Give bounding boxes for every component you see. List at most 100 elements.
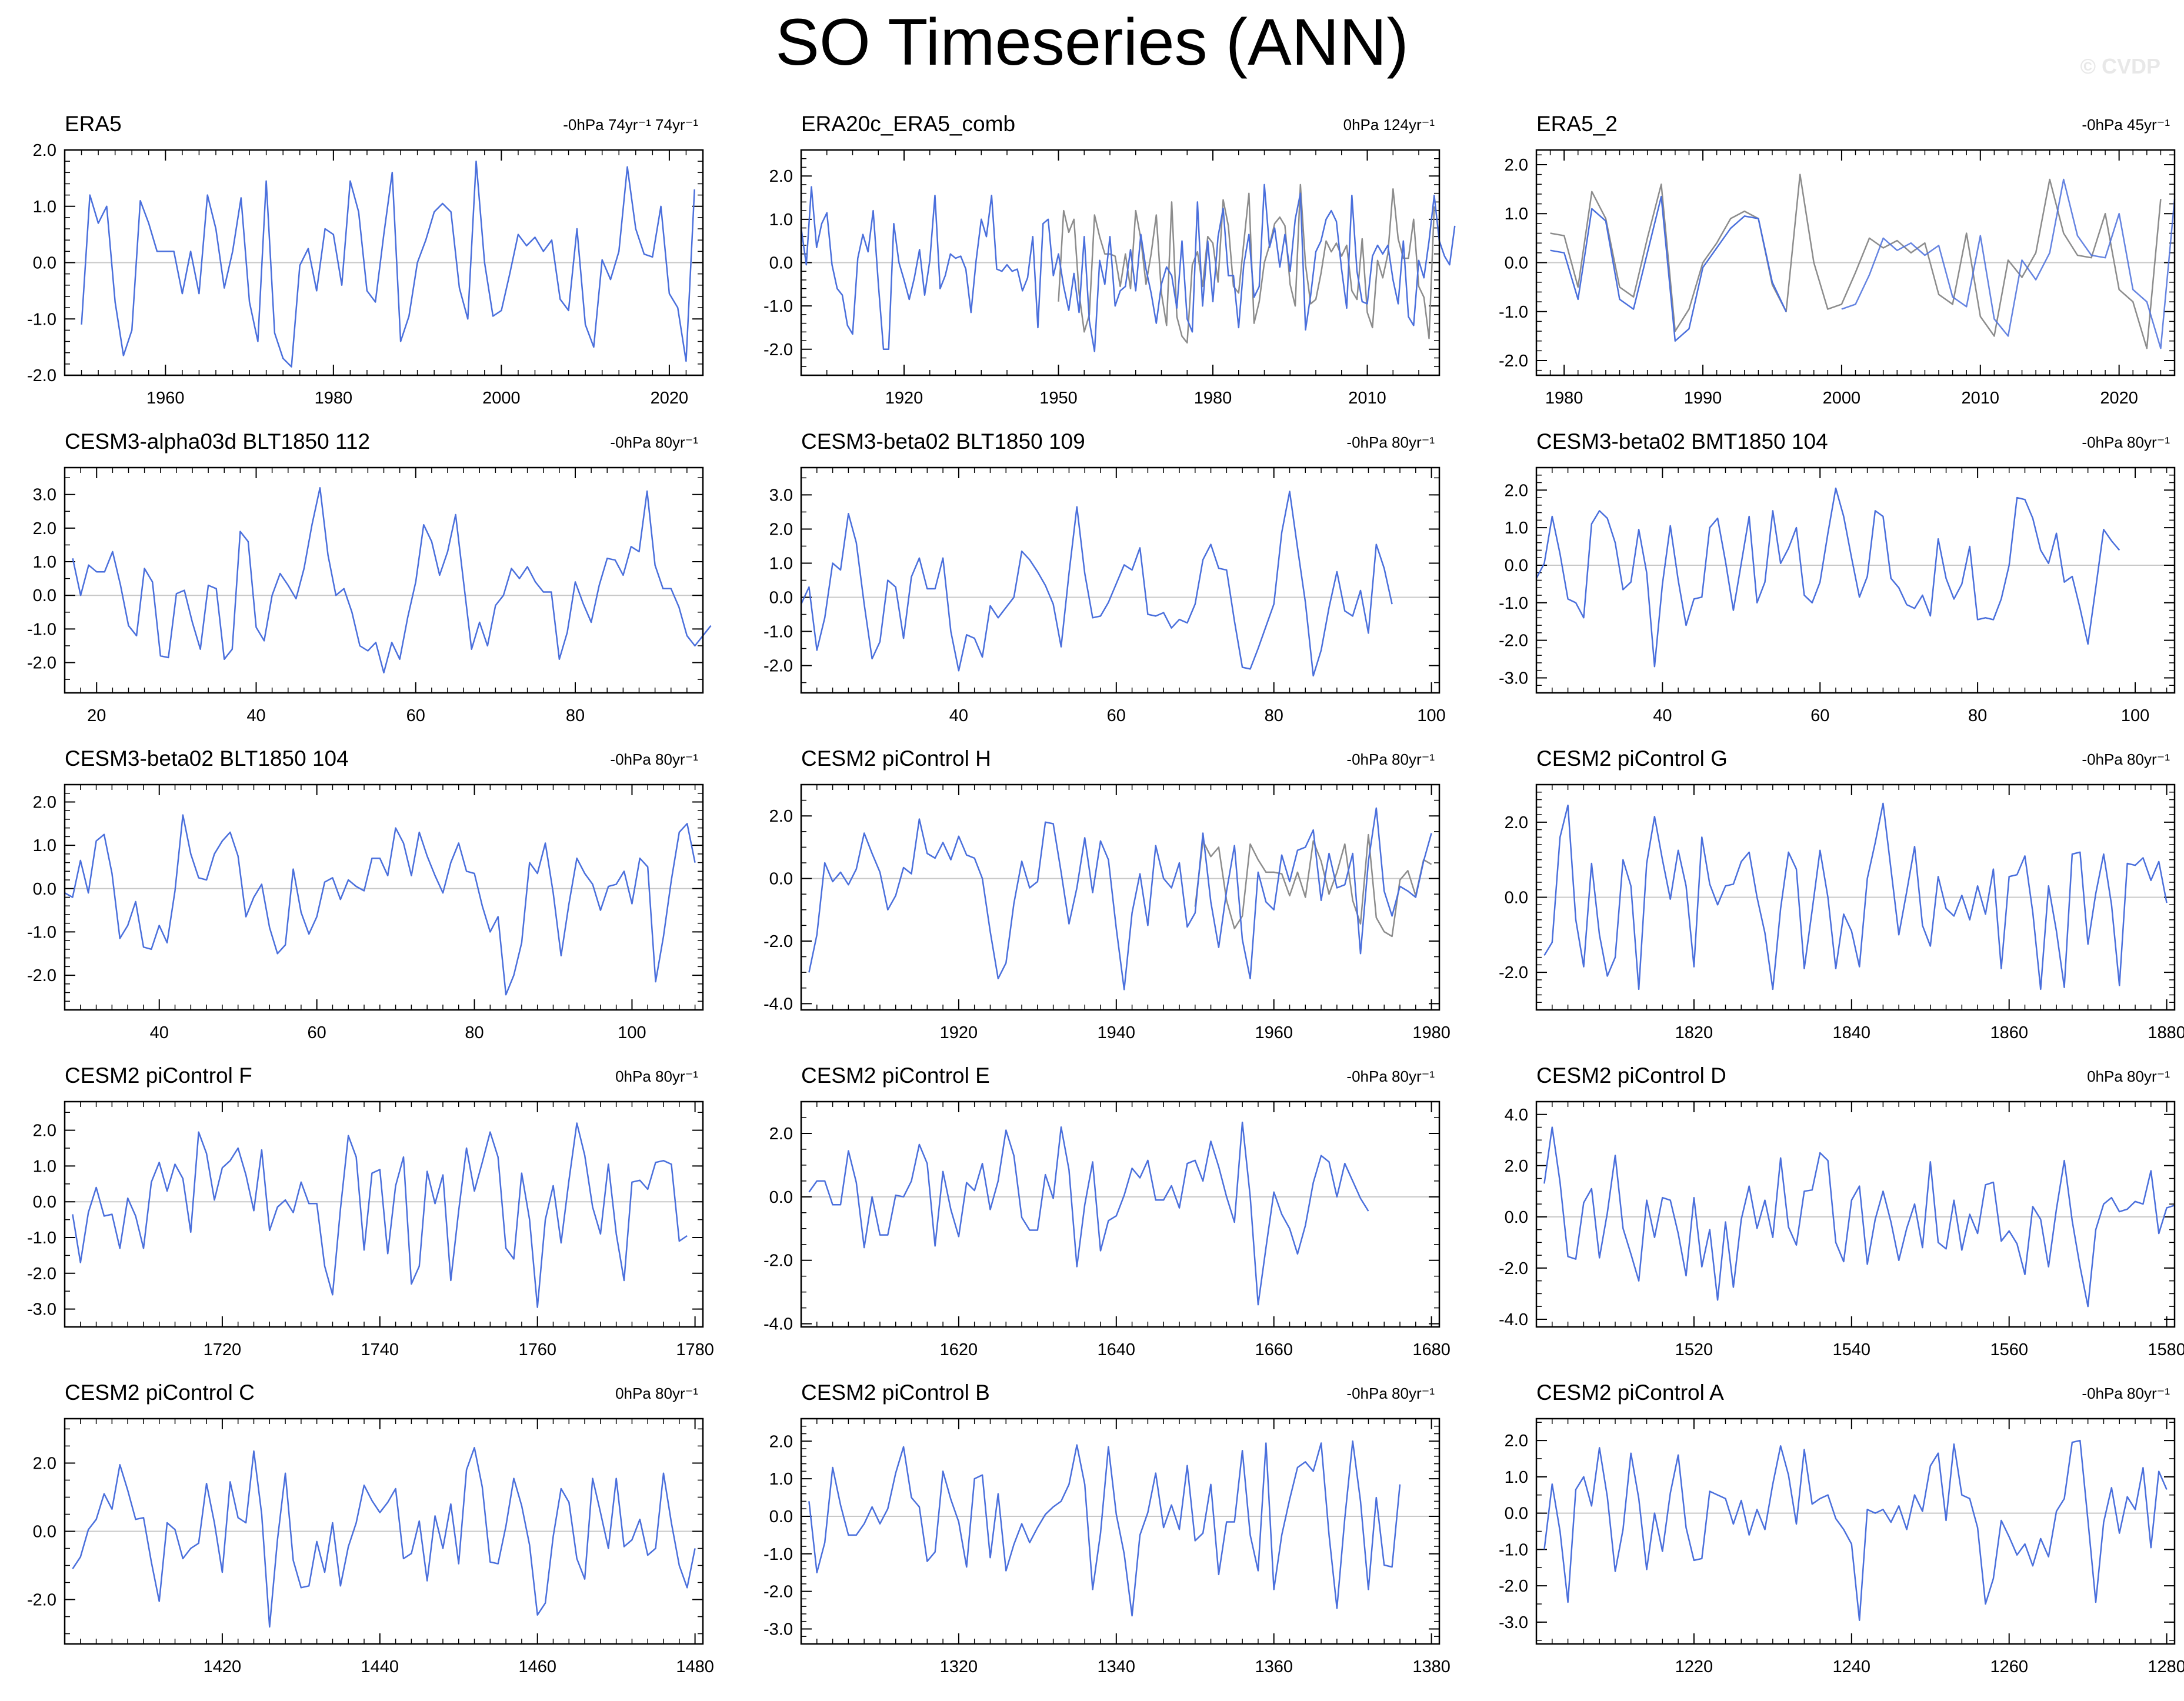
y-tick-label: -3.0 <box>763 1620 793 1639</box>
panel-info: -0hPa 80yr⁻¹ <box>1346 751 1435 768</box>
x-tick-label: 80 <box>566 706 585 725</box>
x-tick-label: 1220 <box>1675 1657 1713 1676</box>
x-tick-label: 2020 <box>651 389 689 408</box>
chart-panel: CESM3-beta02 BMT1850 104 -0hPa 80yr⁻¹ -3.0… <box>1499 429 2176 725</box>
primary-series-line <box>81 160 695 368</box>
x-tick-label: 1960 <box>1255 1023 1293 1042</box>
x-tick-label: 1640 <box>1098 1340 1136 1359</box>
x-tick-label: 1420 <box>204 1657 242 1676</box>
plot-frame <box>1535 466 2176 694</box>
panel-info: 0hPa 80yr⁻¹ <box>615 1385 698 1402</box>
chart-panel: CESM2 piControl C 0hPa 80yr⁻¹ -2.0 0.0 2.0 14… <box>27 1380 714 1676</box>
panel-info: 0hPa 80yr⁻¹ <box>2087 1068 2170 1085</box>
y-tick-label: 3.0 <box>33 486 56 505</box>
panel-title: CESM2 piControl A <box>1536 1380 1724 1405</box>
panel-info: -0hPa 80yr⁻¹ <box>2082 751 2170 768</box>
x-tick-label: 1540 <box>1833 1340 1871 1359</box>
primary-series-line <box>1543 1439 2168 1622</box>
y-tick-label: -1.0 <box>27 923 56 942</box>
panel-info: -0hPa 80yr⁻¹ <box>2082 1385 2170 1402</box>
plot-frame <box>800 1418 1441 1645</box>
primary-series-line <box>800 491 1393 677</box>
y-tick-label: -1.0 <box>1499 594 1528 613</box>
x-tick-label: 1720 <box>204 1340 242 1359</box>
y-tick-label: 2.0 <box>769 520 793 539</box>
x-tick-label: 2020 <box>2100 389 2138 408</box>
y-tick-label: -1.0 <box>27 310 56 329</box>
x-tick-label: 1840 <box>1833 1023 1871 1042</box>
y-tick-label: -3.0 <box>1499 1613 1528 1632</box>
x-tick-label: 1980 <box>1194 389 1232 408</box>
y-tick-label: 0.0 <box>769 870 793 889</box>
panel-info: -0hPa 80yr⁻¹ <box>2082 433 2170 451</box>
y-tick-label: 0.0 <box>33 1523 56 1542</box>
plot-frame <box>64 149 704 376</box>
y-tick-label: 0.0 <box>1505 254 1528 273</box>
x-tick-label: 1980 <box>1545 389 1583 408</box>
primary-series-line <box>808 1440 1401 1617</box>
chart-panel: CESM2 piControl B -0hPa 80yr⁻¹ -3.0 -2.0 -1.… <box>763 1380 1451 1676</box>
watermark: © CVDP <box>2080 54 2160 78</box>
y-tick-label: -1.0 <box>763 297 793 316</box>
primary-series-line <box>1535 487 2120 668</box>
y-tick-label: 0.0 <box>769 1507 793 1526</box>
x-tick-label: 1960 <box>146 389 185 408</box>
plot-frame <box>1535 149 2176 376</box>
x-tick-label: 1280 <box>2148 1657 2184 1676</box>
observed-series-line <box>1194 833 1432 938</box>
panel-info: -0hPa 80yr⁻¹ <box>1346 1068 1435 1085</box>
x-tick-label: 1320 <box>940 1657 978 1676</box>
plot-frame <box>64 783 704 1011</box>
x-tick-label: 1880 <box>2148 1023 2184 1042</box>
y-tick-label: -4.0 <box>763 995 793 1013</box>
x-tick-label: 1620 <box>940 1340 978 1359</box>
plot-frame <box>800 1100 1441 1328</box>
x-tick-label: 80 <box>1968 706 1987 725</box>
x-tick-label: 1780 <box>676 1340 714 1359</box>
y-tick-label: 0.0 <box>1505 889 1528 908</box>
y-tick-label: 1.0 <box>1505 1468 1528 1487</box>
panel-title: CESM2 piControl F <box>65 1063 252 1088</box>
page-title: SO Timeseries (ANN) <box>775 5 1409 79</box>
y-tick-label: 2.0 <box>33 519 56 538</box>
y-tick-label: 2.0 <box>1505 156 1528 175</box>
primary-series-line <box>808 1121 1369 1306</box>
y-tick-label: -2.0 <box>763 932 793 951</box>
x-tick-label: 1980 <box>315 389 353 408</box>
y-tick-label: -2.0 <box>27 1591 56 1610</box>
observed-series-line <box>1550 174 2162 349</box>
chart-panel: ERA20c_ERA5_comb 0hPa 124yr⁻¹ -2.0 -1.0 0.0 1… <box>763 112 1456 408</box>
y-tick-label: 2.0 <box>769 1432 793 1451</box>
plot-frame <box>64 1418 704 1645</box>
panel-info: -0hPa 80yr⁻¹ <box>610 433 698 451</box>
x-tick-label: 100 <box>2121 706 2149 725</box>
x-tick-label: 1260 <box>1990 1657 2028 1676</box>
x-tick-label: 80 <box>1265 706 1283 725</box>
x-tick-label: 20 <box>87 706 106 725</box>
y-tick-label: 1.0 <box>769 1470 793 1489</box>
x-tick-label: 2000 <box>1823 389 1861 408</box>
x-tick-label: 1950 <box>1039 389 1078 408</box>
y-tick-label: -2.0 <box>763 1252 793 1270</box>
x-tick-label: 1380 <box>1412 1657 1451 1676</box>
x-tick-label: 40 <box>246 706 265 725</box>
y-tick-label: 2.0 <box>769 1125 793 1143</box>
y-tick-label: -2.0 <box>763 657 793 676</box>
y-tick-label: -2.0 <box>1499 1259 1528 1278</box>
x-tick-label: 1820 <box>1675 1023 1713 1042</box>
panel-title: CESM2 piControl H <box>801 746 991 771</box>
x-tick-label: 1240 <box>1833 1657 1871 1676</box>
x-tick-label: 1980 <box>1412 1023 1451 1042</box>
panel-info: -0hPa 45yr⁻¹ <box>2082 116 2170 134</box>
plot-frame <box>1535 783 2176 1011</box>
plot-frame <box>800 466 1441 694</box>
y-tick-label: -2.0 <box>27 654 56 673</box>
panel-title: CESM2 piControl G <box>1536 746 1728 771</box>
chart-panel: CESM2 piControl E -0hPa 80yr⁻¹ -4.0 -2.0 0.0… <box>763 1063 1451 1359</box>
y-tick-label: 1.0 <box>33 1157 56 1176</box>
y-tick-label: 0.0 <box>1505 556 1528 575</box>
panel-title: ERA5_2 <box>1536 112 1618 136</box>
y-tick-label: 0.0 <box>769 254 793 273</box>
panel-title: CESM3-beta02 BLT1850 109 <box>801 429 1085 453</box>
